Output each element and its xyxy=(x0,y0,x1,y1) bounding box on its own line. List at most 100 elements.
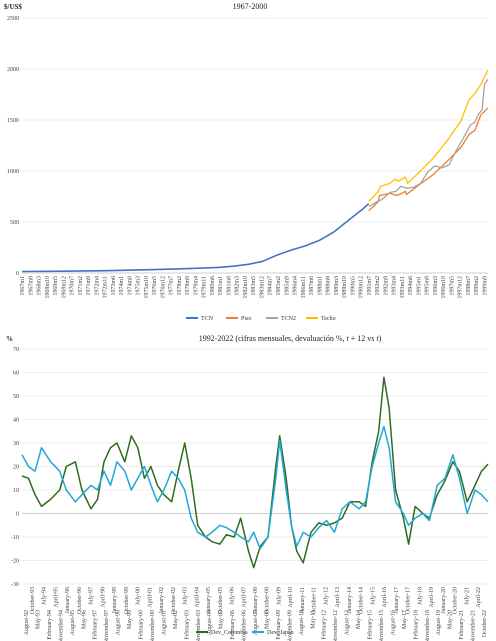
x-tick-label: 1992m9 xyxy=(383,276,389,296)
y-tick-label: 50 xyxy=(13,394,19,400)
x-tick-label: 1968m3 xyxy=(37,276,43,296)
x-tick-label: 1983m12 xyxy=(259,276,265,299)
x-tick-label: 1972m4 xyxy=(94,276,100,296)
y-tick-label: -10 xyxy=(11,535,19,541)
x-tick-label: August-10 xyxy=(299,610,305,635)
x-tick-label: 1996m10 xyxy=(441,276,447,299)
chart-title-part: t xyxy=(346,334,349,343)
x-tick-label-secondary: April-07 xyxy=(241,587,247,608)
x-tick-label: 1986m4 xyxy=(293,276,299,296)
y-tick-label: -30 xyxy=(11,582,19,588)
chart-title: 1967-2000 xyxy=(233,2,268,11)
x-tick-label: November-94 xyxy=(58,610,64,641)
x-tick-label: 1991m7 xyxy=(367,276,373,296)
x-tick-label-secondary: April-13 xyxy=(335,587,341,608)
x-tick-label-secondary: January-17 xyxy=(394,587,400,614)
x-tick-label: August-16 xyxy=(390,610,396,635)
x-tick-label: November-00 xyxy=(150,610,156,641)
x-tick-label: 1989m10 xyxy=(342,276,348,299)
x-tick-label-secondary: October-08 xyxy=(265,587,271,614)
x-tick-label-secondary: July-97 xyxy=(89,587,95,605)
x-tick-label: February-18 xyxy=(413,610,419,640)
x-tick-label-secondary: July-21 xyxy=(464,587,470,605)
x-tick-label: 1980m6 xyxy=(210,276,216,296)
x-tick-label: 1996m3 xyxy=(433,276,439,296)
x-tick-label: 1968m10 xyxy=(45,276,51,299)
legend-label-piso: Piso xyxy=(241,316,251,322)
y-axis-unit: % xyxy=(6,335,13,343)
x-tick-label: February-94 xyxy=(47,610,53,640)
x-tick-label: November-06 xyxy=(242,610,248,641)
x-tick-label: May-96 xyxy=(81,610,87,629)
x-tick-label: 1983m5 xyxy=(251,276,257,296)
y-tick-label: 60 xyxy=(13,371,19,377)
x-tick-label: May-20 xyxy=(448,610,454,629)
x-tick-label: February-06 xyxy=(230,610,236,640)
x-tick-label: February-09 xyxy=(276,610,282,640)
x-tick-label-secondary: July-18 xyxy=(417,587,423,605)
x-tick-label: 1999m9 xyxy=(482,276,488,296)
x-tick-label-secondary: October-14 xyxy=(359,587,365,614)
x-tick-label: 1992m2 xyxy=(375,276,381,296)
x-tick-label-secondary: July-00 xyxy=(136,587,142,605)
y-axis-unit: $/US$ xyxy=(4,3,22,11)
x-tick-label: February-00 xyxy=(139,610,145,640)
x-tick-label: 1986m11 xyxy=(301,276,307,298)
x-tick-label-secondary: January-99 xyxy=(112,587,118,614)
chart-title: 1992-2022 (cifras mensuales, devaluación… xyxy=(199,334,382,343)
x-tick-label: 1969m5 xyxy=(53,276,59,296)
x-tick-label: May-14 xyxy=(356,610,362,629)
y-tick-label: 10 xyxy=(13,488,19,494)
x-tick-label-secondary: January-96 xyxy=(65,587,71,614)
x-tick-label: November-18 xyxy=(425,610,431,641)
x-tick-label: 1973m6 xyxy=(111,276,117,296)
series-line-tcn xyxy=(21,203,370,273)
x-tick-label: August-98 xyxy=(116,610,122,635)
legend-label-tcn: TCN xyxy=(201,316,214,322)
x-tick-label-secondary: January-05 xyxy=(206,587,212,614)
x-tick-label: May-93 xyxy=(35,610,41,629)
x-tick-label: 1988m1 xyxy=(317,276,323,296)
x-tick-label: February-12 xyxy=(322,610,328,640)
x-tick-label: November-21 xyxy=(471,610,477,641)
legend-label-dev-japan: Dev_Japan xyxy=(267,630,294,636)
series-line-dev-colombia xyxy=(21,376,489,569)
x-tick-label: 1981m1 xyxy=(218,276,224,296)
x-tick-label: 1984m7 xyxy=(268,276,274,296)
x-tick-label: 1976m12 xyxy=(160,276,166,299)
x-tick-label: 1975m10 xyxy=(144,276,150,299)
x-tick-label-secondary: April-19 xyxy=(429,587,435,608)
x-tick-label: February-15 xyxy=(368,610,374,640)
y-tick-label: 2500 xyxy=(7,16,19,22)
series-line-dev-japan xyxy=(21,425,489,550)
chart-title-part: ) xyxy=(379,334,382,343)
x-tick-label-secondary: April-22 xyxy=(476,587,482,608)
legend-label-dev-colombia: Dev_Colombia xyxy=(211,630,248,636)
y-tick-label: 2000 xyxy=(7,67,19,73)
x-tick-label: 1971m2 xyxy=(78,276,84,296)
y-tick-label: 30 xyxy=(13,441,19,447)
exchange-rate-chart-1967-2000: $/US$ 1967-2000 0 500 1000 1500 2000 2500 1967m1… xyxy=(4,2,489,322)
x-tick-label: 1978m2 xyxy=(177,276,183,296)
x-tick-label: May-17 xyxy=(402,610,408,629)
x-tick-label: August-19 xyxy=(436,610,442,635)
x-tick-label: August-04 xyxy=(207,610,213,635)
x-tick-label-secondary: April-04 xyxy=(194,587,200,608)
x-tick-label: May-11 xyxy=(310,610,316,629)
x-tick-label: 1981m8 xyxy=(226,276,232,296)
y-tick-label: 1000 xyxy=(7,169,19,175)
x-tick-label: February-97 xyxy=(93,610,99,640)
y-tick-label: 20 xyxy=(13,465,19,471)
x-tick-label: 1971m9 xyxy=(86,276,92,296)
x-tick-label-secondary: January-02 xyxy=(159,587,165,614)
x-tick-label-secondary: January-20 xyxy=(441,587,447,614)
x-tick-label: 1972m11 xyxy=(103,276,109,298)
x-tick-label: 1993m11 xyxy=(400,276,406,298)
x-tick-label-secondary: July-94 xyxy=(42,587,48,605)
x-tick-label-secondary: July-09 xyxy=(276,587,282,605)
x-tick-label: 1976m5 xyxy=(152,276,158,296)
x-tick-label-secondary: April-98 xyxy=(100,587,106,608)
x-tick-label-secondary: October-11 xyxy=(312,587,318,614)
x-tick-label: May-02 xyxy=(173,610,179,629)
x-tick-label-secondary: January-08 xyxy=(253,587,259,614)
